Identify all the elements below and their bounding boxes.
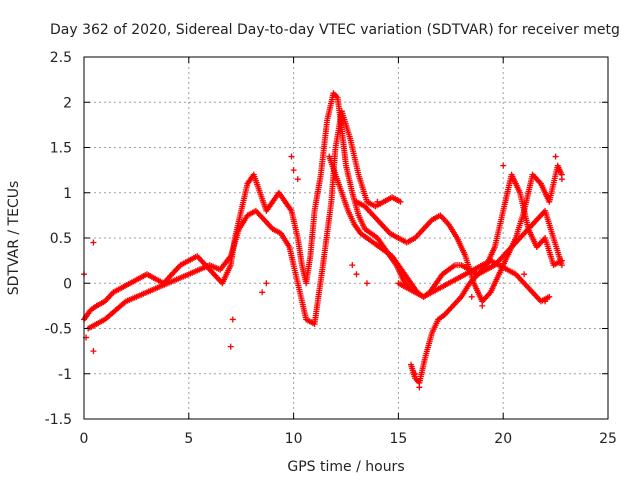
data-point-scatter-points [294,176,301,183]
labels-layer: 0 5 10 15 20 25 -1.5 -1 -0.5 0 0.5 1 1.5 2 2.5 [45,50,617,447]
data-point-scatter-points [90,348,97,355]
data-point-scatter-points [500,162,507,169]
data-point-scatter-points [542,298,549,305]
data-point-scatter-points [552,153,559,160]
x-tick-label: 10 [285,431,303,447]
data-point-scatter-points [374,198,381,205]
data-point-scatter-points [263,280,270,287]
x-tick-label: 5 [184,431,193,447]
x-tick-label: 0 [80,431,89,447]
x-tick-label: 20 [494,431,512,447]
ticks-layer [83,56,609,420]
y-tick-label: 2.5 [50,50,72,66]
data-point-scatter-points [363,280,370,287]
y-tick-label: -1 [58,367,72,383]
x-axis-label: GPS time / hours [287,459,404,475]
data-point-track-4 [558,257,565,264]
data-point-scatter-points [227,343,234,350]
data-point-scatter-points [412,370,419,377]
y-tick-label: 1 [63,186,72,202]
data-point-scatter-points [90,239,97,246]
data-point-scatter-points [416,384,423,391]
y-tick-label: 1.5 [50,141,72,157]
marks-layer [81,90,565,391]
data-point-scatter-points [290,167,297,174]
data-point-scatter-points [353,271,360,278]
data-point-scatter-points [558,176,565,183]
y-tick-label: -1.5 [45,412,72,428]
data-point-scatter-points [288,153,295,160]
grid-layer [84,57,608,419]
data-point-scatter-points [468,293,475,300]
y-tick-label: 0.5 [50,231,72,247]
data-point-track-6 [546,293,553,300]
data-point-scatter-points [229,316,236,323]
data-point-track-2 [397,198,404,205]
y-tick-label: 2 [63,95,72,111]
y-tick-label: -0.5 [45,322,72,338]
data-point-scatter-points [349,262,356,269]
y-axis-label: SDTVAR / TECUs [6,181,22,296]
x-tick-label: 25 [599,431,617,447]
y-tick-label: 0 [63,276,72,292]
data-point-scatter-points [259,289,266,296]
data-point-scatter-points [479,302,486,309]
data-point-scatter-points [521,271,528,278]
x-tick-label: 15 [389,431,407,447]
chart-title: Day 362 of 2020, Sidereal Day-to-day VTE… [50,22,620,38]
